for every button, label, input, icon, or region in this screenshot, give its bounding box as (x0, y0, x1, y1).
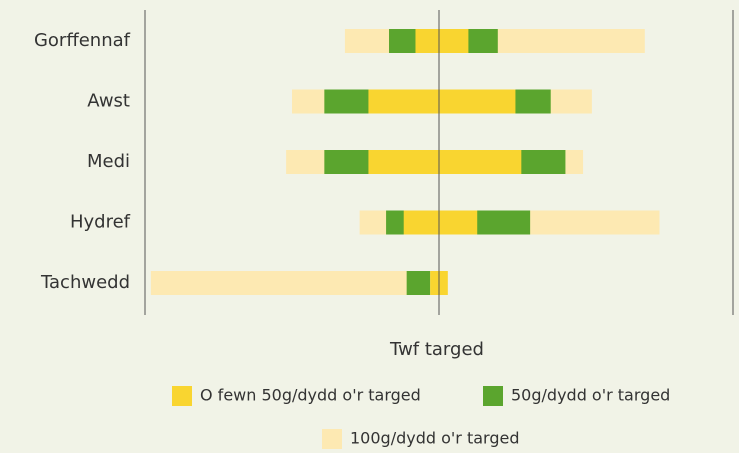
legend-swatch (483, 386, 503, 406)
range-bar (368, 150, 522, 174)
category-label: Gorffennaf (34, 30, 131, 51)
legend-label: 50g/dydd o'r targed (511, 386, 670, 405)
range-bar (368, 89, 516, 114)
range-bar (406, 271, 431, 295)
legend-label: O fewn 50g/dydd o'r targed (200, 386, 421, 405)
category-label: Awst (87, 91, 130, 112)
category-label: Hydref (70, 212, 131, 233)
category-label: Tachwedd (40, 272, 130, 293)
legend-label: 100g/dydd o'r targed (350, 429, 520, 448)
x-axis-label: Twf targed (389, 339, 484, 360)
category-label: Medi (87, 151, 130, 172)
legend-swatch (322, 429, 342, 449)
legend-swatch (172, 386, 192, 406)
range-bar (403, 210, 478, 235)
range-bar (150, 271, 431, 295)
range-bar (415, 29, 469, 53)
